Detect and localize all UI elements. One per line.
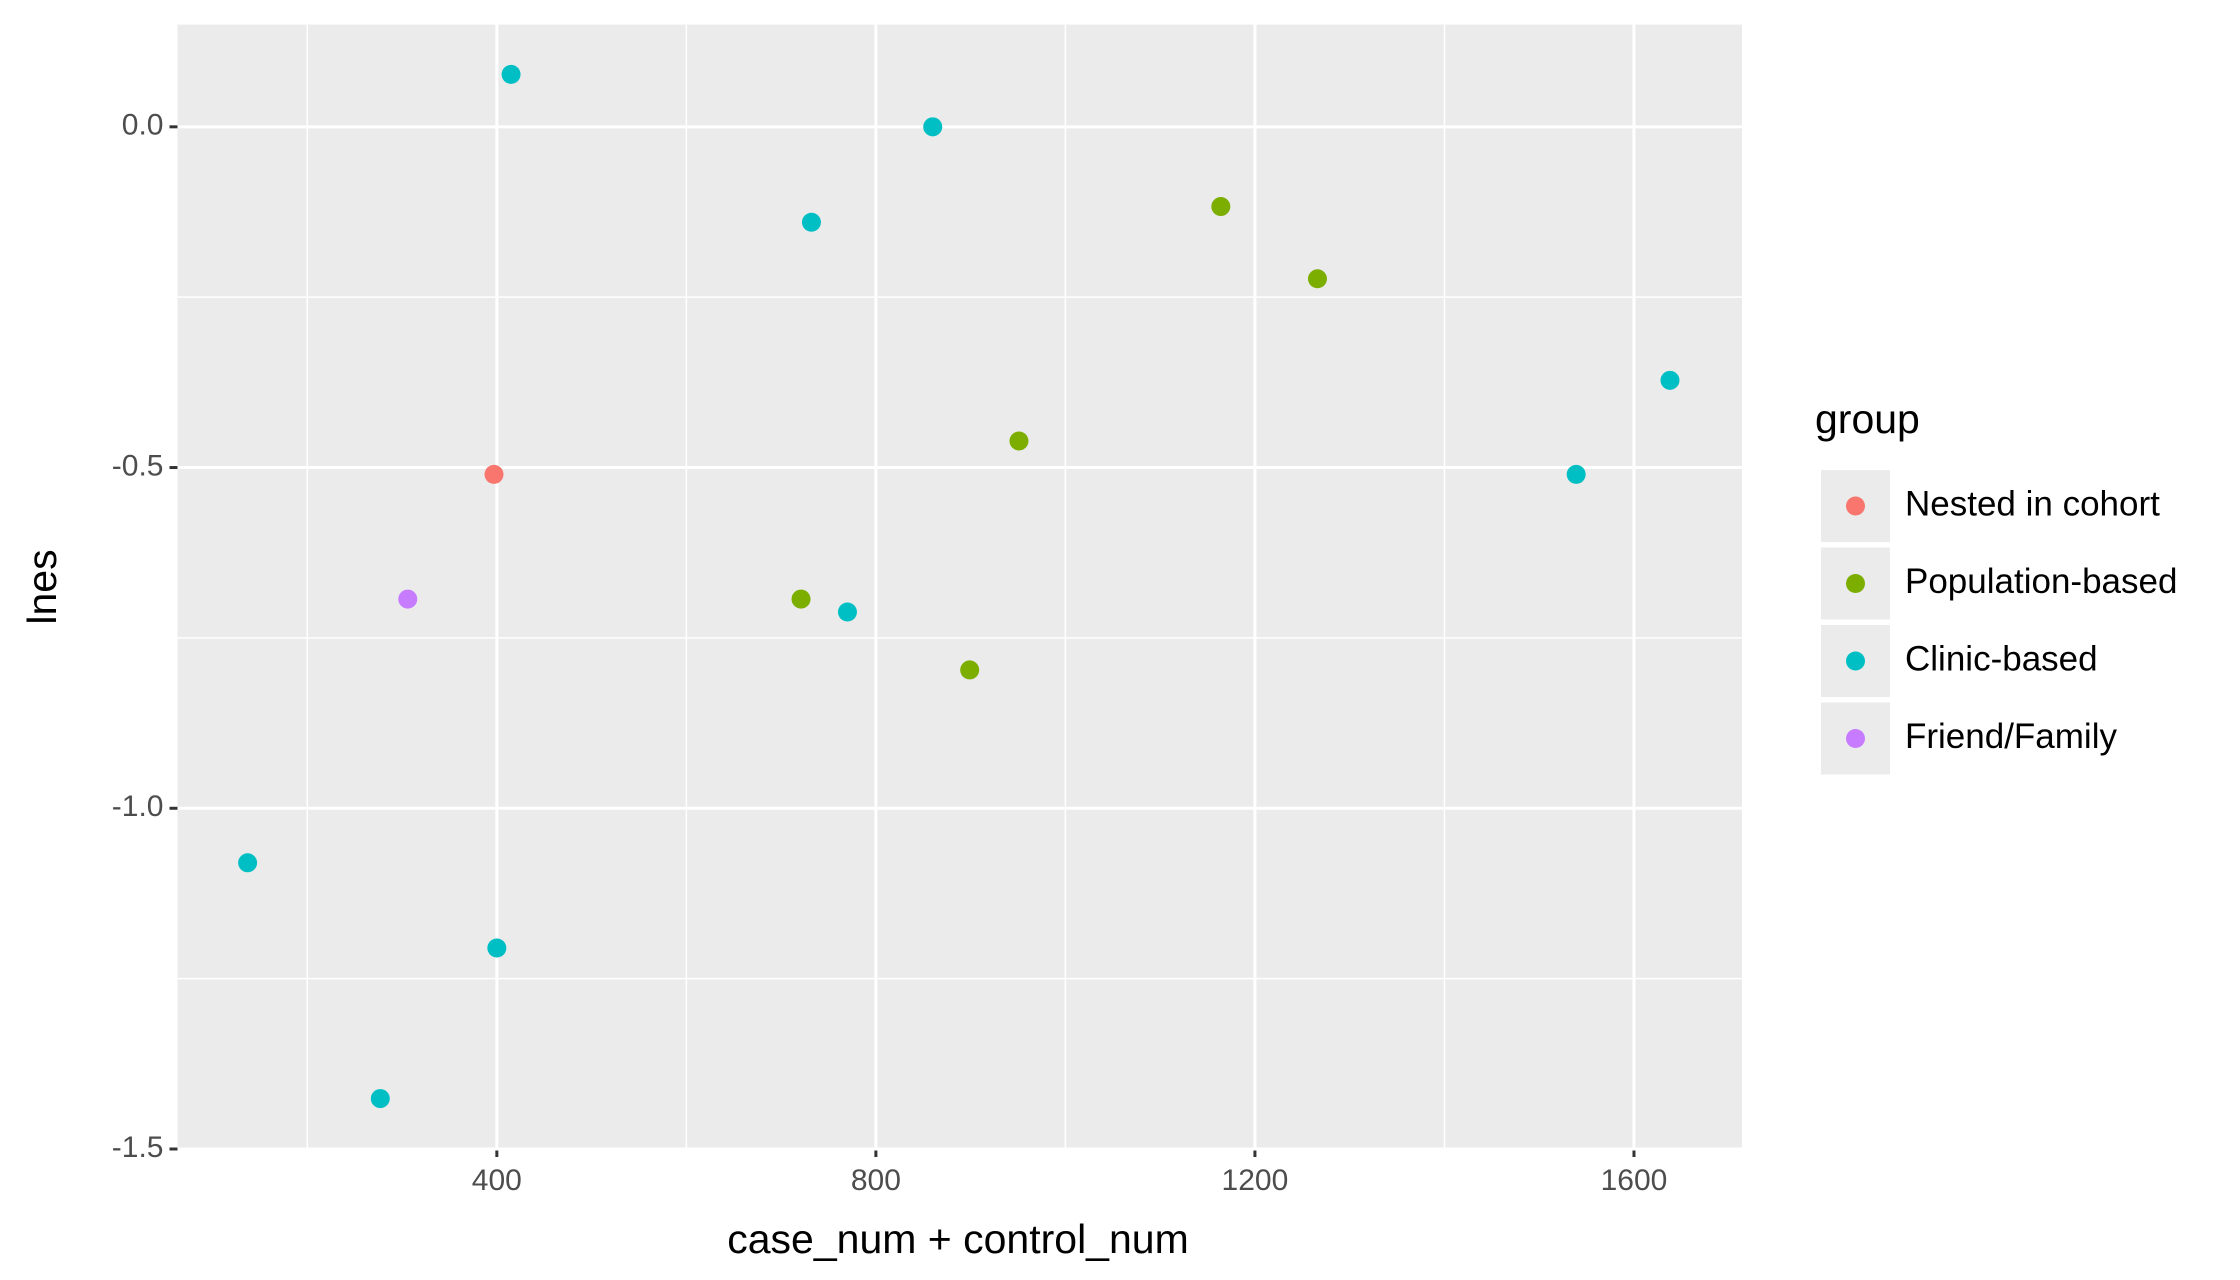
legend-label: Nested in cohort [1905,484,2160,523]
legend-label: Population-based [1905,562,2177,601]
x-tick-label: 800 [851,1164,901,1197]
x-tick-label: 400 [472,1164,522,1197]
point [398,589,418,609]
x-tick-label: 1200 [1222,1164,1289,1197]
point [1660,370,1680,390]
point [484,464,504,484]
y-axis-title: lnes [19,549,65,624]
point [923,117,943,137]
point [837,602,857,622]
point [1566,464,1586,484]
legend-symbol [1846,496,1865,516]
point [487,938,507,958]
point [501,64,521,84]
point [791,589,811,609]
legend-label: Friend/Family [1905,717,2117,756]
point [238,853,258,873]
legend-title: group [1815,396,1920,442]
y-tick-label: -0.5 [112,449,164,482]
point [1307,269,1327,289]
legend-symbol [1846,651,1865,671]
panel [177,24,1742,1150]
x-tick-label: 1600 [1601,1164,1668,1197]
legend-symbol [1846,574,1865,593]
point [1211,197,1231,217]
x-axis-title: case_num + control_num [727,1216,1189,1262]
legend-label: Clinic-based [1905,639,2098,678]
y-tick-label: -1.5 [112,1131,164,1164]
legend-symbol [1846,729,1865,748]
point [1009,431,1029,451]
y-tick-label: -1.0 [112,790,164,823]
point [801,212,821,232]
y-tick-label: 0.0 [122,109,164,142]
point [960,660,980,680]
point [370,1089,390,1109]
